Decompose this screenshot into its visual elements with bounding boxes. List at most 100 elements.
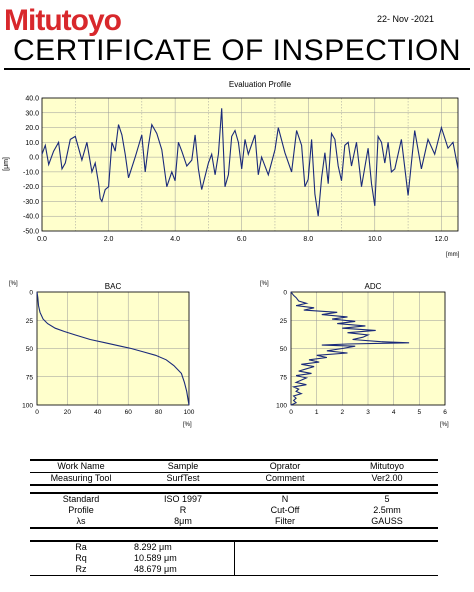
plot-frame <box>41 97 459 232</box>
x-tick-label: 3 <box>366 409 370 416</box>
certificate-date: 22- Nov -2021 <box>376 14 434 24</box>
table-cell: Profile <box>68 505 94 515</box>
x-tick-label: 5 <box>418 409 422 416</box>
table-cell: 2.5mm <box>373 505 401 515</box>
results-table: Ra 8.292 μm Rq 10.589 μm Rz 48.679 μm <box>30 540 438 576</box>
table-cell: R <box>179 505 187 515</box>
y-tick-label: 0 <box>283 290 287 297</box>
x-tick-label: 20 <box>64 409 72 416</box>
table-row: Profile R Cut-Off 2.5mm <box>30 505 438 516</box>
table-cell: Comment <box>234 472 336 486</box>
table-cell: SurfTest <box>132 472 234 486</box>
parameter-value: 10.589 μm <box>134 553 177 563</box>
y-tick-label: 40.0 <box>25 96 39 103</box>
table-cell: Measuring Tool <box>30 472 132 486</box>
blank-cell <box>233 553 438 564</box>
blank-cell <box>233 564 438 576</box>
y-tick-label: 0.0 <box>29 155 39 162</box>
bac-y-unit: [%] <box>9 281 18 287</box>
table-row: λs 8μm Filter GAUSS <box>30 516 438 529</box>
x-tick-label: 6 <box>443 409 447 416</box>
adc-series-line <box>290 291 410 406</box>
y-tick-label: -50.0 <box>23 229 39 236</box>
title-rule <box>4 68 470 70</box>
adc-y-tick-labels: 0 25 50 75 100 <box>276 290 287 410</box>
bac-y-tick-labels: 0 25 50 75 100 <box>22 290 33 410</box>
y-tick-label: -10.0 <box>23 169 39 176</box>
y-tick-label: 50 <box>26 346 34 353</box>
x-tick-label: 0.0 <box>37 236 47 243</box>
y-tick-label: 50 <box>280 346 288 353</box>
y-tick-label: 25 <box>280 318 288 325</box>
x-tick-label: 10.0 <box>368 236 382 243</box>
x-tick-label: 80 <box>155 409 163 416</box>
y-tick-label: 10.0 <box>25 140 39 147</box>
y-tick-label: 100 <box>276 403 287 410</box>
parameter-label: Rz <box>30 564 132 576</box>
table-cell: Oprator <box>234 460 336 473</box>
table-cell: N <box>281 494 289 504</box>
x-tick-label: 4.0 <box>170 236 180 243</box>
evaluation-profile-chart: Evaluation Profile [μm] 40.0 30.0 20.0 10.0… <box>3 80 460 258</box>
table-row: Standard ISO 1997 N 5 <box>30 493 438 505</box>
bac-chart: BAC [%] 0 25 50 75 100 0 20 40 60 80 100 [%] <box>9 281 195 428</box>
table-row: Ra 8.292 μm <box>30 541 438 553</box>
brand-logo: Mitutoyo <box>4 4 122 37</box>
y-tick-label: 20.0 <box>25 125 39 132</box>
x-axis-unit: [mm] <box>446 252 460 258</box>
x-tick-label: 1 <box>315 409 319 416</box>
adc-frame <box>290 291 446 406</box>
y-tick-label: 75 <box>280 374 288 381</box>
y-tick-label: 100 <box>22 403 33 410</box>
x-tick-label: 0 <box>35 409 39 416</box>
table-cell: GAUSS <box>336 516 438 529</box>
table-cell: Work Name <box>30 460 132 473</box>
x-tick-label: 60 <box>125 409 133 416</box>
table-cell: Sample <box>132 460 234 473</box>
table-cell: Standard <box>62 494 100 504</box>
bac-frame <box>36 291 190 406</box>
table-cell: ISO 1997 <box>163 494 203 504</box>
table-cell: 8μm <box>132 516 234 529</box>
adc-x-unit: [%] <box>440 422 449 428</box>
work-info-table: Work Name Sample Oprator Mitutoyo Measur… <box>30 459 438 486</box>
table-cell: 5 <box>384 494 390 504</box>
x-tick-label: 100 <box>184 409 195 416</box>
y-tick-label: 25 <box>26 318 34 325</box>
table-row: Rz 48.679 μm <box>30 564 438 576</box>
table-cell: Cut-Off <box>270 505 300 515</box>
y-tick-label: -20.0 <box>23 184 39 191</box>
x-tick-label: 0 <box>289 409 293 416</box>
y-axis-unit: [μm] <box>3 157 10 171</box>
x-tick-label: 2 <box>341 409 345 416</box>
table-row: Work Name Sample Oprator Mitutoyo <box>30 460 438 473</box>
y-tick-label: -40.0 <box>23 214 39 221</box>
plot-area <box>42 98 458 231</box>
y-tick-label: -30.0 <box>23 199 39 206</box>
blank-cell <box>233 541 438 553</box>
y-tick-label: 75 <box>26 374 34 381</box>
x-tick-labels: 0.0 2.0 4.0 6.0 8.0 10.0 12.0 <box>37 236 448 243</box>
y-tick-label: 30.0 <box>25 110 39 117</box>
x-tick-label: 40 <box>94 409 102 416</box>
x-tick-label: 2.0 <box>104 236 114 243</box>
table-cell: Ver2.00 <box>336 472 438 486</box>
x-tick-label: 8.0 <box>303 236 313 243</box>
adc-x-tick-labels: 0 1 2 3 4 5 6 <box>289 409 447 416</box>
x-tick-label: 6.0 <box>237 236 247 243</box>
profile-series-line <box>41 108 459 217</box>
table-row: Rq 10.589 μm <box>30 553 438 564</box>
page-title: CERTIFICATE OF INSPECTION <box>12 34 462 67</box>
y-tick-labels: 40.0 30.0 20.0 10.0 0.0 -10.0 -20.0 -30.0 -40.0 -… <box>23 96 39 236</box>
bac-title: BAC <box>105 282 122 291</box>
bac-series-line <box>36 291 190 406</box>
table-cell: Mitutoyo <box>336 460 438 473</box>
table-row: Measuring Tool SurfTest Comment Ver2.00 <box>30 472 438 486</box>
measurement-conditions-table: Standard ISO 1997 N 5 Profile R Cut-Off … <box>30 492 438 529</box>
chart-title: Evaluation Profile <box>229 80 292 89</box>
bac-x-unit: [%] <box>183 422 192 428</box>
parameter-label: Rq <box>75 553 87 563</box>
parameter-label: Ra <box>75 542 87 552</box>
parameter-value: 8.292 μm <box>134 542 172 552</box>
adc-chart: ADC [%] 0 25 50 75 100 0 1 2 3 4 5 6 [%] <box>260 281 449 428</box>
